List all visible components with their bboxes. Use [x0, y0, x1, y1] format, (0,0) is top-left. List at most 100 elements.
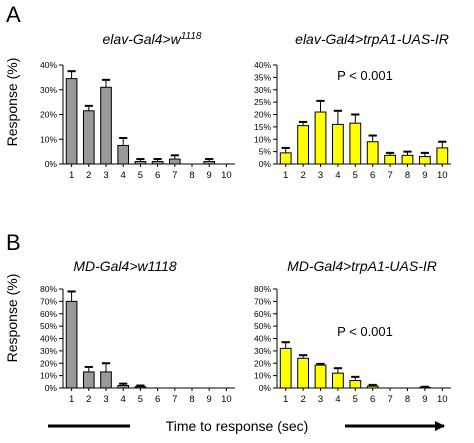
bar — [134, 161, 147, 165]
bar — [100, 371, 112, 389]
x-tick-label: 2 — [86, 170, 91, 181]
bar — [168, 158, 181, 165]
chart-md-trpa1: 0% 10% 20% 30% 40% 50% 60% 70% 80% 1 2 3 4 5 6 7 8 9 10 P <… — [254, 284, 451, 405]
y-tick-label: 20% — [40, 358, 57, 368]
bar — [100, 86, 112, 165]
x-tick-label: 9 — [422, 170, 427, 181]
bar — [65, 78, 78, 165]
chart-title-elav-trpa1: elav-Gal4>trpA1-UAS-IR — [295, 31, 449, 47]
bar — [117, 144, 130, 165]
x-tick-label: 9 — [422, 394, 427, 405]
y-tick-label: 0% — [45, 383, 58, 393]
panel-letter-b: B — [6, 230, 21, 255]
x-tick-label: 6 — [155, 394, 160, 405]
x-tick-label: 10 — [221, 170, 232, 181]
y-tick-label: 15% — [254, 122, 271, 132]
x-tick-label: 8 — [405, 170, 410, 181]
chart-title-md-w1118: MD-Gal4>w1118 — [73, 258, 177, 274]
p-value-annotation: P < 0.001 — [337, 68, 393, 83]
bar — [436, 147, 449, 165]
x-tick-label: 3 — [318, 170, 323, 181]
bar — [65, 300, 78, 389]
y-tick-label: 70% — [40, 296, 57, 306]
x-tick-label: 4 — [335, 170, 340, 181]
x-tick-label: 5 — [138, 394, 143, 405]
x-tick-label: 8 — [189, 170, 194, 181]
x-tick-label: 2 — [300, 170, 305, 181]
x-tick-label: 4 — [121, 170, 126, 181]
x-tick-label: 1 — [283, 170, 288, 181]
x-tick-label: 7 — [387, 394, 392, 405]
bar — [82, 371, 95, 389]
x-tick-label: 1 — [283, 394, 288, 405]
x-axis-label: Time to response (sec) — [166, 418, 309, 434]
bar — [419, 156, 431, 165]
bar — [401, 154, 414, 165]
chart-title-md-trpa1: MD-Gal4>trpA1-UAS-IR — [287, 258, 437, 274]
x-tick-label: 10 — [221, 394, 232, 405]
bar — [332, 123, 344, 165]
bar — [151, 161, 164, 165]
y-tick-label: 5% — [259, 147, 272, 157]
bar — [332, 372, 344, 389]
y-tick-label: 10% — [254, 371, 271, 381]
y-tick-label: 10% — [254, 134, 271, 144]
y-axis-label-a: Response (%) — [4, 58, 20, 147]
y-tick-label: 0% — [259, 383, 272, 393]
x-tick-label: 2 — [300, 394, 305, 405]
chart-title-elav-w1118: elav-Gal4>w1118 — [103, 31, 202, 47]
bar — [279, 347, 292, 389]
x-tick-label: 3 — [318, 394, 323, 405]
x-tick-label: 8 — [189, 394, 194, 405]
x-tick-label: 3 — [103, 170, 108, 181]
x-tick-label: 8 — [405, 394, 410, 405]
x-tick-label: 4 — [335, 394, 340, 405]
x-tick-label: 6 — [370, 170, 375, 181]
y-tick-label: 40% — [254, 334, 271, 344]
x-tick-label: 9 — [207, 394, 212, 405]
x-tick-label: 6 — [155, 170, 160, 181]
y-tick-label: 25% — [254, 97, 271, 107]
y-tick-label: 40% — [254, 60, 271, 70]
x-tick-label: 4 — [121, 394, 126, 405]
x-tick-label: 10 — [437, 170, 448, 181]
bar — [349, 380, 362, 389]
y-tick-label: 30% — [40, 346, 57, 356]
x-tick-label: 7 — [172, 170, 177, 181]
panel-letter-a: A — [6, 2, 21, 27]
x-tick-label: 5 — [353, 170, 358, 181]
y-tick-label: 50% — [40, 321, 57, 331]
chart-md-w1118: 0% 10% 20% 30% 40% 50% 60% 70% 80% 1 2 3 4 5 6 7 8 9 10 — [40, 284, 235, 405]
bar — [82, 110, 95, 165]
y-tick-label: 30% — [40, 85, 57, 95]
bar — [314, 364, 327, 389]
y-tick-label: 30% — [254, 346, 271, 356]
y-tick-label: 80% — [40, 284, 57, 294]
y-tick-label: 0% — [259, 159, 272, 169]
y-tick-label: 35% — [254, 72, 271, 82]
x-tick-label: 2 — [86, 394, 91, 405]
bar — [366, 141, 379, 165]
bar — [203, 161, 216, 165]
bar — [384, 154, 396, 165]
x-tick-label: 7 — [172, 394, 177, 405]
x-tick-label: 9 — [207, 170, 212, 181]
x-tick-label: 7 — [387, 170, 392, 181]
y-tick-label: 20% — [254, 358, 271, 368]
y-tick-label: 20% — [40, 110, 57, 120]
y-tick-label: 70% — [254, 296, 271, 306]
x-tick-label: 1 — [69, 170, 74, 181]
x-tick-label: 5 — [138, 170, 143, 181]
chart-elav-w1118: 0% 10% 20% 30% 40% 1 2 3 4 5 6 7 8 9 10 — [40, 60, 235, 181]
y-tick-label: 60% — [254, 309, 271, 319]
y-tick-label: 40% — [40, 60, 57, 70]
y-tick-label: 60% — [40, 309, 57, 319]
y-tick-label: 30% — [254, 85, 271, 95]
chart-elav-trpa1: 0% 5% 10% 15% 20% 25% 30% 35% 40% 1 2 3 4 5 6 7 8 9 10 P < … — [254, 60, 451, 181]
bar — [297, 125, 309, 165]
p-value-annotation: P < 0.001 — [337, 324, 393, 339]
y-tick-label: 10% — [40, 134, 57, 144]
y-tick-label: 40% — [40, 334, 57, 344]
x-tick-label: 5 — [353, 394, 358, 405]
